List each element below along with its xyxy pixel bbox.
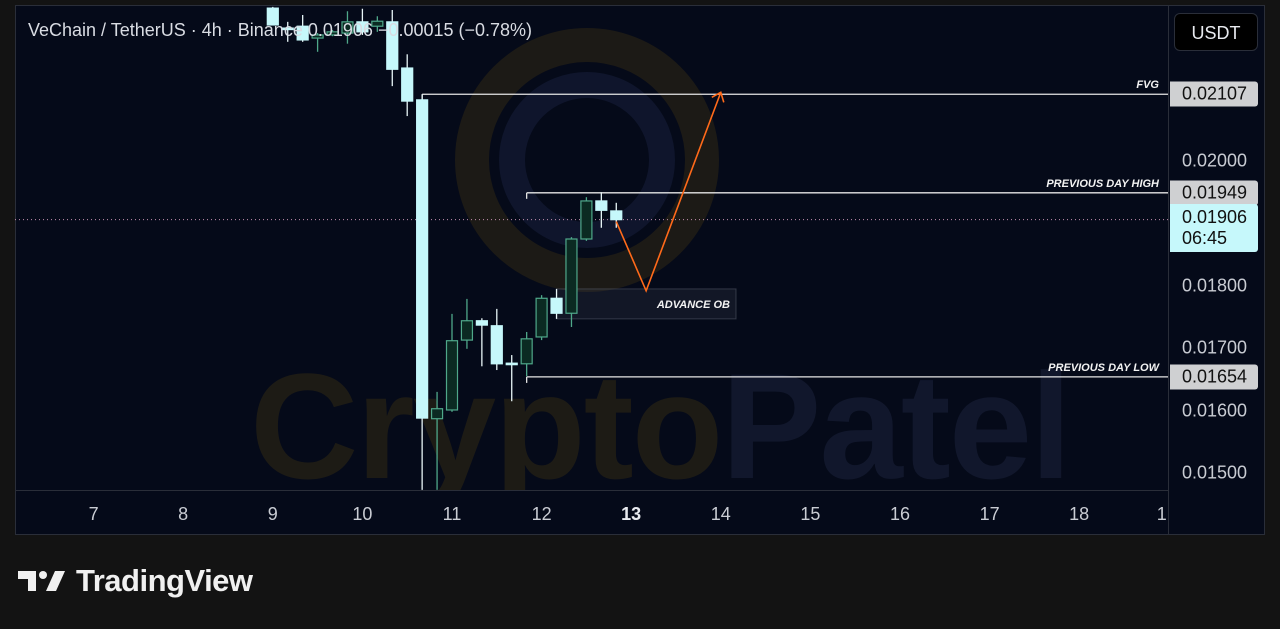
candle-body <box>341 21 354 34</box>
tradingview-wordmark: TradingView <box>76 563 253 598</box>
price-tick-label: 0.02000 <box>1182 150 1248 171</box>
time-tick-label: 15 <box>800 504 821 524</box>
candle-body <box>386 21 399 70</box>
legend-change: −0.00015 (−0.78%) <box>377 20 533 40</box>
time-tick-label: 11 <box>442 504 462 524</box>
candle <box>430 391 444 490</box>
candle-body <box>535 297 548 338</box>
candlestick-chart: FVG PREVIOUS DAY HIGH PREVIOUS DAY LOW ADV… <box>15 6 1168 490</box>
candle <box>296 14 309 42</box>
candle <box>460 298 474 349</box>
candle-body <box>595 200 608 211</box>
candle <box>610 202 623 228</box>
time-tick-label: 8 <box>178 504 189 524</box>
candle <box>445 313 459 412</box>
time-tick-label: 7 <box>88 504 99 524</box>
time-tick-label: 17 <box>979 504 1000 524</box>
candle-body <box>371 20 384 27</box>
candle <box>565 237 578 327</box>
price-tick-label: 0.01700 <box>1182 337 1248 358</box>
candle <box>371 16 384 32</box>
candle <box>475 318 488 367</box>
candle <box>580 197 593 241</box>
previous-day-high-price-tag: 0.01949 <box>1170 180 1258 206</box>
candle-body <box>460 320 474 341</box>
candle <box>401 54 414 117</box>
chart-legend: VeChain / TetherUS · 4h · Binance 0.0190… <box>28 20 532 41</box>
chart-plot-area[interactable]: CryptoPatel FVG PREVIOUS DAY HIGH PREVIOUS… <box>15 5 1168 490</box>
candle-body <box>356 21 369 33</box>
watermark-part1: Crypto <box>250 342 723 490</box>
candle <box>266 6 279 26</box>
candle-body <box>430 408 444 420</box>
candle-body <box>505 362 518 366</box>
candle-body <box>401 67 414 102</box>
candle <box>311 33 324 52</box>
candle <box>595 192 608 228</box>
bar-countdown: 06:45 <box>1182 227 1228 248</box>
time-tick-label: 16 <box>889 504 911 524</box>
tradingview-logo[interactable]: TradingView <box>18 563 253 599</box>
fvg-price-tag: 0.02107 <box>1170 81 1258 107</box>
symbol-title: VeChain / TetherUS · 4h · Binance <box>28 20 303 40</box>
candle <box>416 94 429 490</box>
candle <box>505 355 518 402</box>
candle-body <box>550 297 563 314</box>
projection-path <box>615 92 722 293</box>
time-tick-label: 1 <box>1156 504 1167 524</box>
last-price-tag: 0.01906 06:45 <box>1170 203 1258 252</box>
time-tick-label: 18 <box>1069 504 1090 524</box>
last-price-value: 0.01906 <box>1182 206 1248 227</box>
watermark-logo: CryptoPatel <box>250 340 1072 490</box>
chart-panel <box>15 5 1265 535</box>
candle-body <box>311 34 324 39</box>
candle-body <box>490 325 503 365</box>
candle-body <box>445 340 459 411</box>
candle-body <box>580 200 593 240</box>
candle <box>386 9 399 87</box>
candle-body <box>281 27 294 31</box>
candle-body <box>326 31 339 36</box>
time-tick-label: 12 <box>531 504 552 524</box>
candle <box>535 295 548 341</box>
price-tick-label: 0.01500 <box>1182 462 1248 483</box>
candle-body <box>520 338 533 365</box>
time-tick-label: 14 <box>710 504 731 524</box>
candle <box>326 29 339 37</box>
time-tick-label: 10 <box>352 504 373 524</box>
currency-button[interactable]: USDT <box>1174 13 1258 51</box>
candle-body <box>296 25 309 41</box>
watermark-part2: Patel <box>721 342 1072 490</box>
candle <box>341 11 354 44</box>
candle-body <box>266 7 279 26</box>
time-tick-label: 13 <box>621 504 642 524</box>
candle-body <box>610 210 623 221</box>
tradingview-logo-icon <box>18 571 65 591</box>
candle-body <box>565 238 578 314</box>
advance-ob-label: ADVANCE OB <box>656 299 730 311</box>
candle <box>520 331 533 377</box>
previous-day-low-label: PREVIOUS DAY LOW <box>1048 362 1160 374</box>
time-tick-label: 9 <box>267 504 278 524</box>
previous-day-low-price-tag: 0.01654 <box>1170 364 1258 390</box>
fvg-label: FVG <box>1136 79 1159 91</box>
candle <box>281 21 294 42</box>
price-tick-label: 0.01800 <box>1182 275 1248 296</box>
projection-arrowhead <box>711 91 725 103</box>
candle <box>490 308 503 371</box>
price-tick-label: 0.01600 <box>1182 400 1248 421</box>
candle-body <box>475 320 488 326</box>
time-axis[interactable]: 7 8 9 10 11 12 13 14 15 16 17 18 1 <box>15 490 1168 535</box>
candle <box>550 288 563 319</box>
previous-day-high-label: PREVIOUS DAY HIGH <box>1046 178 1160 190</box>
price-axis[interactable] <box>1168 5 1265 535</box>
candle-body <box>416 99 429 419</box>
legend-last-price: 0.01906 <box>307 20 373 40</box>
candle <box>356 8 369 35</box>
